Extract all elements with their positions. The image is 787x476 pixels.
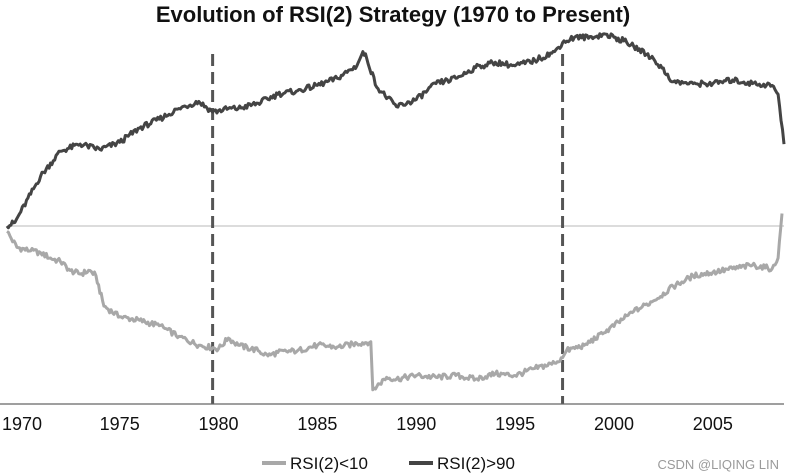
- x-tick-label: 1995: [495, 414, 535, 434]
- x-tick-label: 1985: [297, 414, 337, 434]
- x-tick-label: 2000: [594, 414, 634, 434]
- legend-label-rsi2-above-90: RSI(2)>90: [437, 454, 515, 473]
- x-tick-label: 1990: [396, 414, 436, 434]
- watermark: CSDN @LIQING LIN: [657, 457, 779, 472]
- x-tick-label: 2005: [693, 414, 733, 434]
- x-axis-ticks: 1970 1975 1980 1985 1990 1995 2000 2005: [2, 414, 733, 434]
- x-tick-label: 1980: [199, 414, 239, 434]
- legend-label-rsi2-below-10: RSI(2)<10: [290, 454, 368, 473]
- series-line-rsi2-below-10: [6, 213, 784, 392]
- x-tick-label: 1970: [2, 414, 42, 434]
- x-tick-label: 1975: [100, 414, 140, 434]
- chart-title: Evolution of RSI(2) Strategy (1970 to Pr…: [156, 2, 630, 27]
- series-line-rsi2-above-90: [5, 32, 786, 230]
- legend: RSI(2)<10 RSI(2)>90: [262, 454, 515, 473]
- regime-marker-lines: [211, 54, 565, 404]
- series-lines: [5, 32, 786, 392]
